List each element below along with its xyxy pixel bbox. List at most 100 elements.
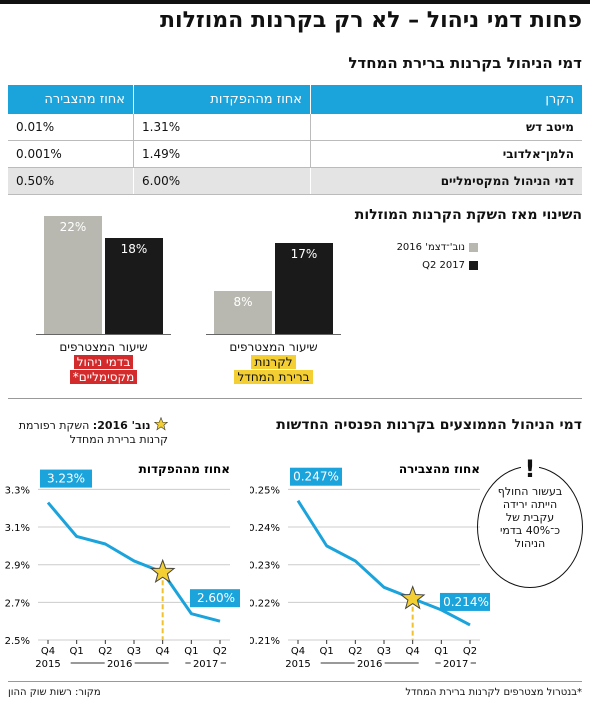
- caption-tag: בדמי ניהול: [73, 355, 134, 369]
- start-label-box: [290, 467, 342, 486]
- x-year-label: 2017: [193, 659, 218, 670]
- baseline: [206, 334, 341, 335]
- x-tick-label: Q4: [41, 646, 55, 657]
- star-icon: [149, 558, 176, 584]
- y-tick-label: 3.1%: [5, 523, 30, 534]
- x-tick-label: Q4: [406, 646, 420, 657]
- x-tick-label: Q3: [127, 646, 141, 657]
- y-tick-label: 3.3%: [5, 485, 30, 496]
- end-value-label: 2.60%: [197, 591, 235, 605]
- year-label-bg: [440, 657, 471, 669]
- y-tick-label: 2.9%: [5, 561, 30, 572]
- chart-title: אחוז מהצבירה: [399, 462, 480, 476]
- section-divider: [8, 398, 582, 399]
- header-fund: הקרן: [310, 85, 582, 114]
- star-icon: [153, 416, 169, 431]
- table-title: דמי הניהול בקרנות ברירת המחדל: [348, 54, 582, 72]
- year-label-bg: [354, 657, 385, 669]
- star-note-bold: נוב' 2016:: [92, 419, 151, 432]
- fund-name: דמי הניהול המקסימליים: [310, 167, 582, 195]
- year-label-bg: [190, 657, 221, 669]
- header-deposits: אחוז מההפקדות: [133, 85, 311, 114]
- star-icon: [399, 585, 426, 610]
- x-tick-label: Q2: [98, 646, 112, 657]
- end-value-label: 0.214%: [443, 595, 489, 609]
- bar-chart-title: השינוי מאז השקת הקרנות המוזלות: [354, 207, 582, 223]
- fund-name: הלמן־אלדובי: [310, 140, 582, 168]
- bar-caption-max-fees: שיעור המצטרפים בדמי ניהול מקסימליים*: [26, 340, 181, 385]
- deposit-fee: 6.00%: [133, 167, 311, 195]
- bar-max-fees-2016: 22%: [44, 216, 102, 334]
- start-value-label: 0.247%: [293, 470, 339, 484]
- x-tick-label: Q1: [434, 646, 448, 657]
- bar-default-funds-2016: 8%: [214, 291, 272, 334]
- top-rule: [0, 0, 590, 4]
- fund-name: מיטב דש: [310, 114, 582, 141]
- start-value-label: 3.23%: [47, 472, 85, 486]
- bar-value-label: 8%: [233, 295, 253, 309]
- footer-note: *בנטרול מצטרפים לקרנות ברירת המחדל: [405, 687, 582, 698]
- baseline: [36, 334, 171, 335]
- y-tick-label: 2.7%: [5, 598, 30, 609]
- deposit-fee: 1.49%: [133, 140, 311, 168]
- x-tick-label: Q2: [463, 646, 477, 657]
- x-year-label: 2016: [357, 659, 382, 670]
- y-tick-label: 0.22%: [250, 598, 280, 609]
- legend-label: נוב'־דצמ' 2016: [396, 242, 465, 253]
- bar-value-label: 17%: [290, 247, 318, 261]
- y-tick-label: 0.21%: [250, 636, 280, 647]
- y-tick-label: 2.5%: [5, 636, 30, 647]
- bar-caption-default-funds: שיעור המצטרפים לקרנות ברירת המחדל: [196, 340, 351, 385]
- series-line: [46, 501, 221, 623]
- y-tick-label: 0.25%: [250, 485, 280, 496]
- caption-tag: מקסימליים*: [69, 370, 138, 384]
- chart-title: אחוז מההפקדות: [139, 462, 230, 476]
- page-title: פחות דמי ניהול – לא רק בקרנות המוזלות: [160, 8, 582, 33]
- legend-item-2016: נוב'־דצמ' 2016: [397, 242, 478, 253]
- y-tick-label: 0.23%: [250, 561, 280, 572]
- line-chart-deposits: אחוז מההפקדות 2.5% 2.7% 2.9% 3.1% 3.3% Q4 Q1 Q2 Q…: [5, 462, 240, 670]
- bar-default-funds-2017: 17%: [275, 243, 333, 334]
- x-year-label: 2015: [35, 659, 60, 670]
- bar-value-label: 18%: [120, 242, 148, 256]
- x-tick-label: Q1: [184, 646, 198, 657]
- x-year-label: 2016: [107, 659, 132, 670]
- footer-rule: [8, 681, 582, 682]
- x-tick-label: Q3: [377, 646, 391, 657]
- fees-table: הקרן אחוז מההפקדות אחוז מהצבירה מיטב דש …: [8, 85, 582, 195]
- deposit-fee: 1.31%: [133, 114, 311, 141]
- x-tick-label: Q1: [70, 646, 84, 657]
- footer-source: מקור: רשות שוק ההון: [8, 687, 101, 698]
- caption-line: שיעור המצטרפים: [59, 340, 148, 354]
- end-label-box: [190, 589, 240, 608]
- accumulation-fee: 0.01%: [8, 114, 134, 141]
- header-accumulation: אחוז מהצבירה: [8, 85, 134, 114]
- star-note: נוב' 2016: השקת רפורמת קרנות ברירת המחדל: [8, 416, 169, 447]
- year-label-bg: [104, 657, 135, 669]
- start-label-box: [40, 469, 92, 488]
- x-tick-label: Q1: [320, 646, 334, 657]
- legend-item-2017: Q2 2017: [422, 260, 478, 271]
- caption-tag: ברירת המחדל: [234, 370, 313, 384]
- legend-swatch: [469, 261, 478, 270]
- exclamation-icon: !: [520, 457, 540, 481]
- x-year-label: 2015: [285, 659, 310, 670]
- x-year-label: 2017: [443, 659, 468, 670]
- line-charts-title: דמי הניהול הממוצעים בקרנות הפנסיה החדשות: [276, 417, 582, 433]
- x-tick-label: Q2: [213, 646, 227, 657]
- table-header-row: הקרן אחוז מההפקדות אחוז מהצבירה: [8, 85, 582, 114]
- y-tick-label: 0.24%: [250, 523, 280, 534]
- star-note-text: השקת רפורמת קרנות ברירת המחדל: [18, 419, 168, 446]
- caption-line: שיעור המצטרפים: [229, 340, 318, 354]
- end-label-box: [440, 592, 490, 611]
- table-row: דמי הניהול המקסימליים 6.00% 0.50%: [8, 167, 582, 195]
- bar-max-fees-2017: 18%: [105, 238, 163, 334]
- table-row: מיטב דש 1.31% 0.01%: [8, 114, 582, 141]
- accumulation-fee: 0.50%: [8, 167, 134, 195]
- line-chart-accumulation: אחוז מהצבירה 0.21% 0.22% 0.23% 0.24% 0.25% Q4 Q…: [250, 462, 490, 670]
- x-tick-label: Q4: [156, 646, 170, 657]
- callout-circle: ! בעשור החולף הייתה ירידה עקבית של כ־40%…: [477, 457, 583, 588]
- bar-value-label: 22%: [59, 220, 87, 234]
- callout-text: בעשור החולף הייתה ירידה עקבית של כ־40% ב…: [497, 485, 563, 550]
- table-row: הלמן־אלדובי 1.49% 0.001%: [8, 140, 582, 168]
